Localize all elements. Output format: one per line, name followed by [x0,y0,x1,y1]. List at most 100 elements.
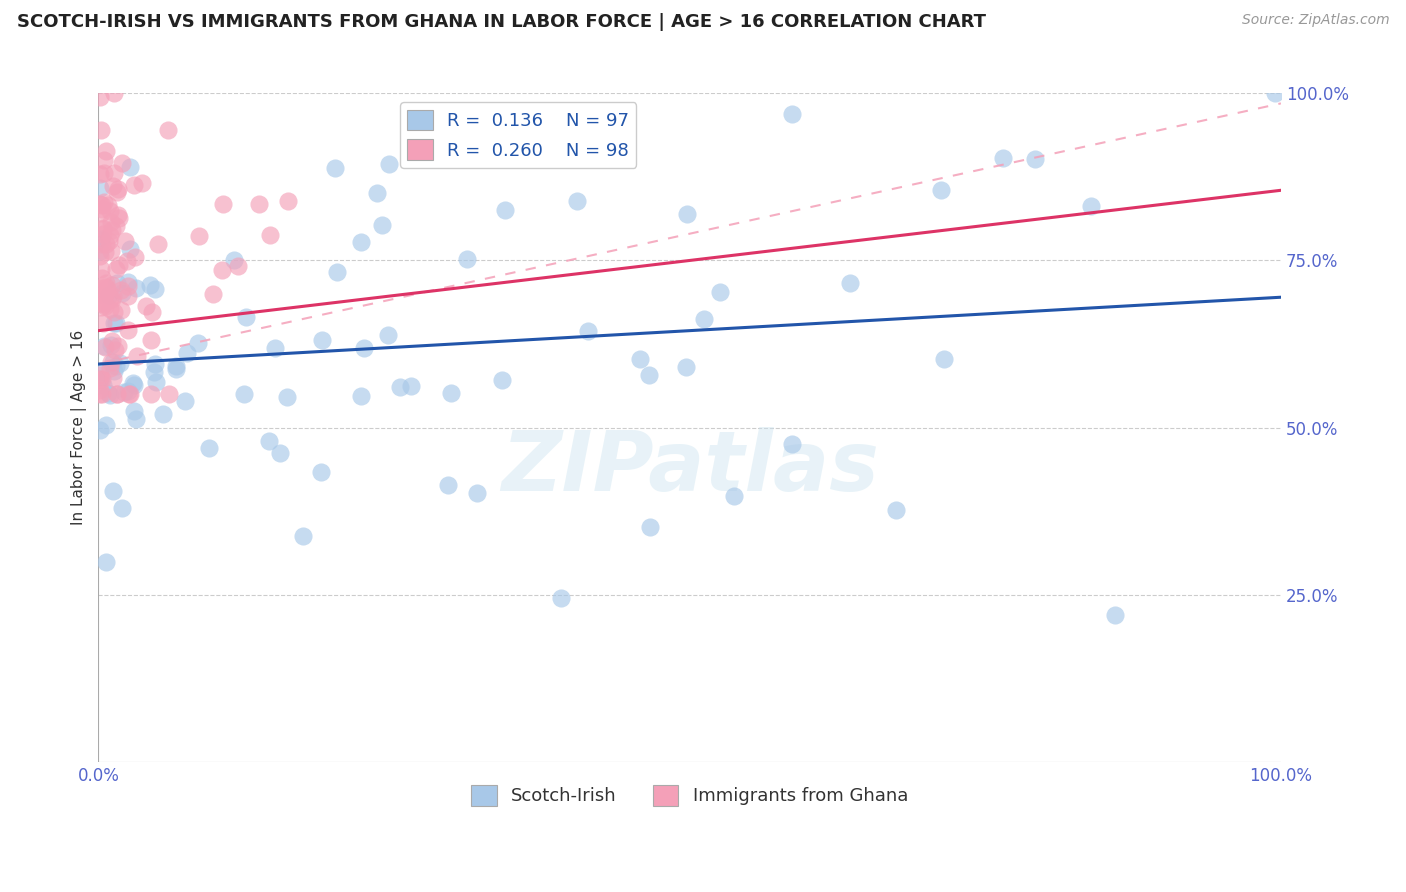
Point [309,465,332,479]
Point [139,387,162,401]
Point [101,223,124,237]
Point [135,299,157,313]
Point [628,351,651,366]
Point [782,437,804,451]
Point [101,179,124,194]
Point [143,282,166,296]
Point [91,202,114,216]
Point [467,485,489,500]
Legend: Scotch-Irish, Immigrants from Ghana: Scotch-Irish, Immigrants from Ghana [464,778,915,813]
Point [118,160,141,174]
Point [111,285,134,300]
Point [93,338,115,352]
Point [1104,607,1126,622]
Point [90,270,112,285]
Point [371,218,394,232]
Point [89,197,111,211]
Point [108,258,131,272]
Point [110,302,132,317]
Point [105,276,128,290]
Point [91,387,114,401]
Point [1024,152,1046,166]
Text: Source: ZipAtlas.com: Source: ZipAtlas.com [1241,13,1389,28]
Point [89,90,111,104]
Point [101,354,124,368]
Point [89,167,111,181]
Point [277,194,299,208]
Point [440,385,463,400]
Point [101,289,124,303]
Point [104,316,127,330]
Point [103,166,125,180]
Point [94,340,117,354]
Point [198,441,221,455]
Point [90,123,112,137]
Point [884,503,907,517]
Point [94,417,117,432]
Point [94,555,117,569]
Point [110,356,132,370]
Point [235,310,257,324]
Point [98,234,121,248]
Point [127,349,149,363]
Point [139,333,162,347]
Point [1080,199,1102,213]
Point [90,205,112,219]
Point [94,299,117,313]
Point [723,489,745,503]
Point [353,341,375,355]
Point [141,305,163,319]
Point [638,368,661,383]
Point [105,387,128,401]
Point [91,372,114,386]
Point [101,277,124,292]
Point [117,275,139,289]
Point [96,144,118,158]
Point [152,407,174,421]
Point [107,338,129,352]
Point [249,197,271,211]
Point [138,277,160,292]
Point [89,371,111,385]
Point [98,302,121,317]
Point [93,297,115,311]
Point [118,387,141,401]
Point [94,236,117,251]
Point [103,316,125,330]
Point [105,219,128,233]
Point [108,211,131,225]
Point [93,286,115,301]
Point [114,235,136,249]
Point [93,317,115,331]
Point [350,235,373,249]
Point [100,228,122,243]
Point [89,249,111,263]
Point [550,591,572,605]
Point [118,243,141,257]
Point [93,378,115,392]
Point [576,324,599,338]
Point [173,394,195,409]
Point [709,285,731,299]
Point [101,292,124,306]
Point [100,215,122,229]
Point [117,278,139,293]
Point [91,220,114,235]
Point [94,276,117,290]
Point [103,364,125,378]
Point [118,387,141,401]
Point [117,289,139,303]
Point [437,478,460,492]
Point [101,371,124,385]
Point [94,288,117,302]
Point [122,178,145,193]
Point [97,198,120,212]
Point [377,328,399,343]
Point [232,387,254,401]
Point [91,227,114,241]
Point [101,484,124,499]
Point [211,197,233,211]
Text: SCOTCH-IRISH VS IMMIGRANTS FROM GHANA IN LABOR FORCE | AGE > 16 CORRELATION CHAR: SCOTCH-IRISH VS IMMIGRANTS FROM GHANA IN… [17,13,986,31]
Point [90,281,112,295]
Point [90,237,112,252]
